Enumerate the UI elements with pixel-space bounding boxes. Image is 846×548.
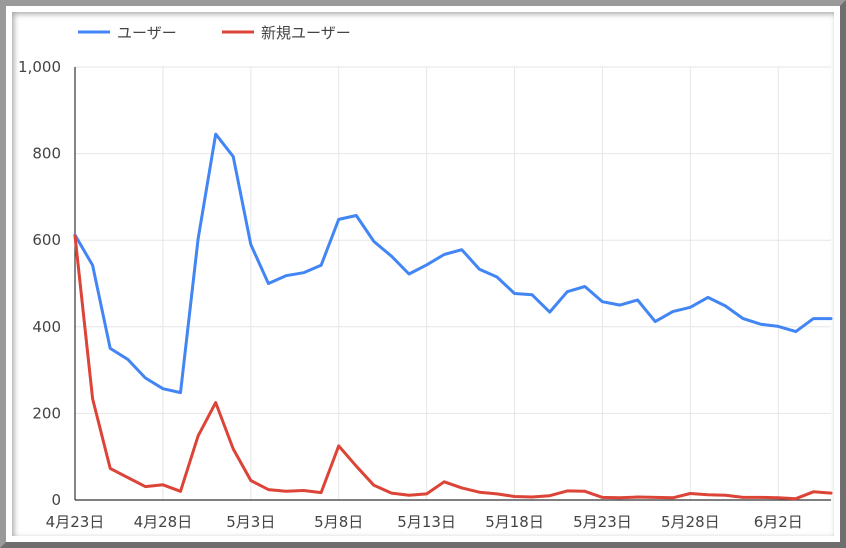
y-tick-label: 800 <box>32 145 61 163</box>
legend[interactable]: ユーザー 新規ユーザー <box>78 24 351 42</box>
x-tick-label: 4月23日 <box>46 513 105 531</box>
x-tick-label: 5月28日 <box>661 513 720 531</box>
legend-label-1: ユーザー <box>117 24 177 42</box>
y-tick-label: 400 <box>32 318 61 336</box>
x-tick-label: 5月23日 <box>573 513 632 531</box>
x-tick-label: 6月2日 <box>754 513 803 531</box>
legend-label-2: 新規ユーザー <box>261 24 351 42</box>
x-tick-label: 4月28日 <box>134 513 193 531</box>
grid-layer <box>75 66 831 500</box>
series-layer <box>73 132 833 501</box>
y-tick-label: 1,000 <box>18 58 61 76</box>
x-tick-label: 5月3日 <box>226 513 275 531</box>
y-tick-label: 600 <box>32 231 61 249</box>
y-tick-label: 200 <box>32 404 61 422</box>
y-tick-label: 0 <box>51 491 61 509</box>
x-tick-label: 5月13日 <box>397 513 456 531</box>
series-line-1 <box>73 132 833 395</box>
series-line-2 <box>73 234 833 501</box>
x-tick-label: 5月18日 <box>485 513 544 531</box>
x-tick-label: 5月8日 <box>314 513 363 531</box>
axis-layer: 0 200 400 600 800 1,000 4月23日 4月28日 5月3日 5月8日 5月13… <box>18 58 831 531</box>
